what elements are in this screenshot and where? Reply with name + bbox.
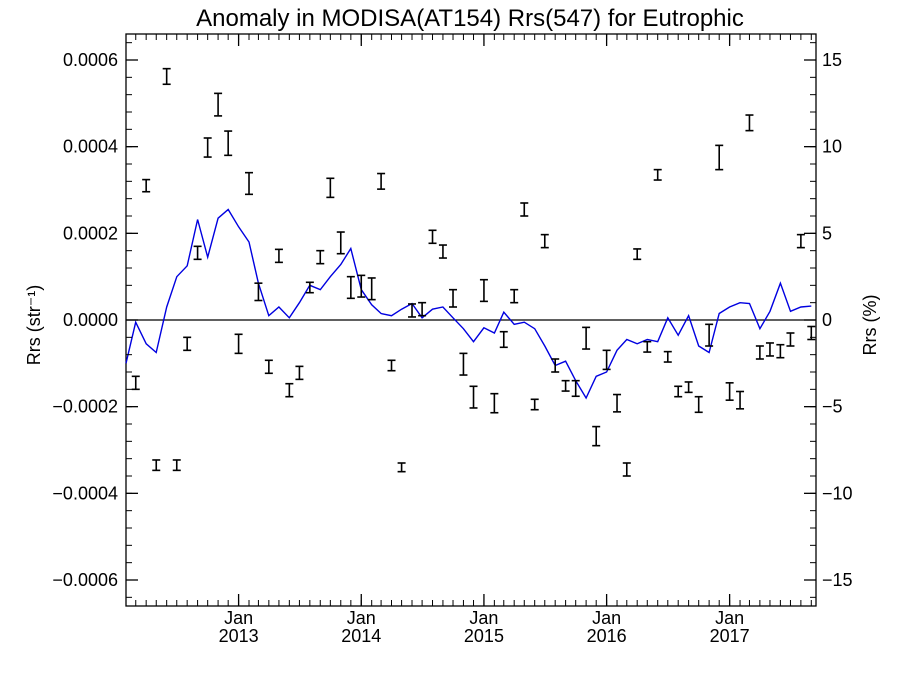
series-line: [125, 208, 812, 400]
error-bar: [234, 333, 243, 355]
error-bar: [530, 398, 539, 411]
error-bar: [622, 462, 631, 477]
error-bar: [367, 277, 376, 301]
y-right-tick-label: 5: [822, 223, 832, 243]
x-tick-month-label: Jan: [715, 608, 744, 628]
error-bar: [193, 245, 202, 261]
error-bar: [245, 171, 254, 196]
error-bar: [295, 365, 304, 381]
series-layer: [125, 208, 812, 400]
error-bar: [408, 303, 417, 318]
y-right-tick-label: 15: [822, 50, 842, 70]
error-bar: [459, 352, 468, 376]
y-left-tick-label: 0.0006: [63, 50, 118, 70]
error-bar: [540, 233, 549, 249]
error-bar: [755, 345, 764, 360]
y-right-tick-label: −15: [822, 570, 853, 590]
y-left-tick-label: −0.0004: [52, 483, 118, 503]
error-bar: [643, 340, 652, 353]
error-bar: [397, 462, 406, 473]
error-bar: [438, 244, 447, 259]
x-tick-year-label: 2014: [341, 626, 381, 646]
x-tick-month-label: Jan: [224, 608, 253, 628]
error-bar: [479, 278, 488, 303]
y-axis-right-title: Rrs (%): [860, 295, 880, 356]
error-bar: [162, 67, 171, 86]
error-bar: [653, 168, 662, 181]
error-bar: [694, 395, 703, 414]
error-bar: [571, 379, 580, 398]
y-left-tick-label: 0.0002: [63, 223, 118, 243]
error-bar: [684, 381, 693, 394]
error-bar: [377, 172, 386, 190]
error-bar: [613, 393, 622, 413]
error-bar: [469, 385, 478, 409]
error-bar: [449, 288, 458, 308]
error-bar: [336, 231, 345, 255]
error-bar: [736, 390, 745, 410]
error-bar: [663, 350, 672, 363]
error-bar: [520, 202, 529, 217]
error-bar: [633, 248, 642, 261]
error-bar: [254, 282, 263, 302]
chart-title: Anomaly in MODISA(AT154) Rrs(547) for Eu…: [196, 5, 744, 32]
error-bar: [203, 137, 212, 158]
x-tick-month-label: Jan: [469, 608, 498, 628]
error-bar: [490, 392, 499, 414]
error-bar: [264, 359, 273, 375]
x-tick-month-label: Jan: [347, 608, 376, 628]
error-bar: [602, 349, 611, 371]
error-bar: [786, 332, 795, 347]
y-left-tick-label: −0.0002: [52, 397, 118, 417]
error-bar: [214, 92, 223, 117]
error-bar: [285, 382, 294, 398]
error-bar: [715, 144, 724, 171]
y-right-tick-label: −10: [822, 483, 853, 503]
error-bar: [745, 114, 754, 132]
error-bar: [561, 379, 570, 392]
axes: 0.0006 0.0004 0.0002 0.0000 −0.0002 −0.0004 −0…: [52, 34, 853, 646]
error-bar: [765, 342, 774, 357]
error-bar: [705, 323, 714, 347]
error-bar: [418, 301, 427, 317]
y-left-tick-label: 0.0004: [63, 137, 118, 157]
x-tick-year-label: 2017: [710, 626, 750, 646]
error-bar: [224, 130, 233, 157]
y-right-tick-label: −5: [822, 397, 843, 417]
error-bar: [142, 178, 151, 193]
error-bar: [316, 249, 325, 265]
y-right-tick-label: 0: [822, 310, 832, 330]
error-bar: [357, 274, 366, 298]
x-tick-year-label: 2015: [464, 626, 504, 646]
error-bar: [674, 385, 683, 398]
error-bar: [131, 375, 140, 391]
error-bar: [428, 229, 437, 245]
error-bar: [274, 248, 283, 264]
error-bar: [172, 459, 181, 472]
error-bar: [499, 330, 508, 349]
error-bar: [326, 177, 335, 199]
errorbar-layer: [131, 67, 816, 477]
x-tick-year-label: 2016: [587, 626, 627, 646]
error-bar: [305, 281, 314, 294]
y-axis-left-title: Rrs (str⁻¹): [24, 285, 44, 365]
y-left-tick-label: 0.0000: [63, 310, 118, 330]
x-tick-year-label: 2013: [219, 626, 259, 646]
error-bar: [796, 233, 805, 249]
error-bar: [725, 382, 734, 401]
y-right-tick-label: 10: [822, 137, 842, 157]
x-tick-month-label: Jan: [592, 608, 621, 628]
error-bar: [152, 459, 161, 472]
error-bar: [551, 358, 560, 373]
error-bar: [592, 425, 601, 447]
error-bar: [346, 275, 355, 300]
error-bar: [776, 343, 785, 359]
error-bar: [387, 359, 396, 372]
y-left-tick-label: −0.0006: [52, 570, 118, 590]
error-bar: [582, 326, 591, 350]
error-bar: [183, 336, 192, 352]
error-bar: [510, 288, 519, 304]
